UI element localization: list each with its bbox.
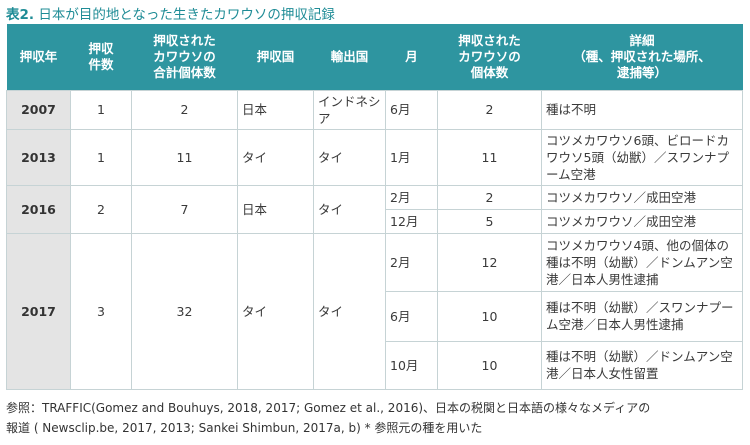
table-caption: 表2. 日本が目的地となった生きたカワウソの押収記録 <box>6 3 335 23</box>
total-cell: 11 <box>131 128 238 186</box>
year-cell: 2013 <box>6 128 71 186</box>
count-cell: 11 <box>437 128 542 186</box>
month-cell: 6月 <box>385 89 438 130</box>
seizure-country-cell: タイ <box>237 232 314 390</box>
detail-cell: コツメカワウソ／成田空港 <box>541 184 743 210</box>
footnote: 参照：TRAFFIC(Gomez and Bouhuys, 2018, 2017… <box>6 398 744 438</box>
caption-number: 表2. <box>6 7 35 23</box>
detail-cell: コツメカワウソ6頭、ビロードカワウソ5頭（幼獣）／スワンナプーム空港 <box>541 128 743 186</box>
detail-cell: コツメカワウソ／成田空港 <box>541 208 743 234</box>
export-country-cell: タイ <box>313 232 386 390</box>
table-row: 6月 10 種は不明（幼獣）／スワンナプーム空港／日本人男性逮捕 <box>7 290 743 342</box>
month-cell: 12月 <box>385 208 438 234</box>
table-row: 12月 5 コツメカワウソ／成田空港 <box>7 208 743 234</box>
table-row: 2013 1 11 タイ タイ 1月 11 コツメカワウソ6頭、ビロードカワウソ5頭（幼獣）／… <box>6 128 743 186</box>
export-country-cell: インドネシア <box>313 89 386 130</box>
header-month: 月 <box>385 24 438 90</box>
table-body: 2007 1 2 日本 インドネシア 6月 2 種は不明 2013 1 11 タイ タイ 1月 11 コツメカ… <box>6 89 743 390</box>
table-row: 2017 3 32 タイ タイ 2月 12 コツメカワウソ4頭、他の個体の種は不明（幼獣）／ド… <box>6 232 743 390</box>
header-row: 押収年 押収 件数 押収された カワウソの 合計個体数 押収国 輸出国月押収された カワ… <box>6 24 743 90</box>
header-otter-count: 押収された カワウソの 個体数 <box>437 24 542 90</box>
month-cell: 10月 <box>385 340 438 390</box>
count-cell: 2 <box>437 89 542 130</box>
month-cell: 6月 <box>385 290 438 342</box>
footnote-line-2: 報道 ( Newsclip.be, 2017, 2013; Sankei Shi… <box>6 421 483 435</box>
export-country-cell: タイ <box>313 184 386 234</box>
cases-cell: 1 <box>70 128 132 186</box>
count-cell: 5 <box>437 208 542 234</box>
header-seizure-year: 押収年 <box>6 24 71 90</box>
caption-text: 日本が目的地となった生きたカワウソの押収記録 <box>38 7 335 23</box>
month-cell: 1月 <box>385 128 438 186</box>
year-cell: 2007 <box>6 89 71 130</box>
header-seizure-cases: 押収 件数 <box>70 24 132 90</box>
table-row: 10月 10 種は不明（幼獣）／ドンムアン空港／日本人女性留置 <box>7 340 743 390</box>
month-cell: 2月 <box>385 184 438 210</box>
table-row: 2007 1 2 日本 インドネシア 6月 2 種は不明 <box>6 89 743 130</box>
count-cell: 10 <box>437 290 542 342</box>
cases-cell: 2 <box>70 184 132 234</box>
count-cell: 10 <box>437 340 542 390</box>
detail-cell: 種は不明（幼獣）／スワンナプーム空港／日本人男性逮捕 <box>541 290 743 342</box>
count-cell: 2 <box>437 184 542 210</box>
header-seizure-country: 押収国 <box>237 24 314 90</box>
seizure-country-cell: 日本 <box>237 89 314 130</box>
total-cell: 2 <box>131 89 238 130</box>
cases-cell: 1 <box>70 89 132 130</box>
header-export-country: 輸出国 <box>313 24 386 90</box>
detail-cell: コツメカワウソ4頭、他の個体の種は不明（幼獣）／ドンムアン空港／日本人男性逮捕 <box>541 232 743 292</box>
cases-cell: 3 <box>70 232 132 390</box>
detail-cell: 種は不明 <box>541 89 743 130</box>
seizure-country-cell: 日本 <box>237 184 314 234</box>
seizure-country-cell: タイ <box>237 128 314 186</box>
count-cell: 12 <box>437 232 542 292</box>
year-cell: 2016 <box>6 184 71 234</box>
month-cell: 2月 <box>385 232 438 292</box>
detail-cell: 種は不明（幼獣）／ドンムアン空港／日本人女性留置 <box>541 340 743 390</box>
table-row: 2016 2 7 日本 タイ 2月 2 コツメカワウソ／成田空港 <box>6 184 743 234</box>
header-total-otters: 押収された カワウソの 合計個体数 <box>131 24 238 90</box>
header-details: 詳細 （種、押収された場所、 逮捕等） <box>541 24 743 90</box>
total-cell: 7 <box>131 184 238 234</box>
year-cell: 2017 <box>6 232 71 390</box>
total-cell: 32 <box>131 232 238 390</box>
export-country-cell: タイ <box>313 128 386 186</box>
footnote-line-1: 参照：TRAFFIC(Gomez and Bouhuys, 2018, 2017… <box>6 401 651 415</box>
otter-seizure-table: 押収年 押収 件数 押収された カワウソの 合計個体数 押収国 輸出国月押収された カワ… <box>6 24 743 390</box>
